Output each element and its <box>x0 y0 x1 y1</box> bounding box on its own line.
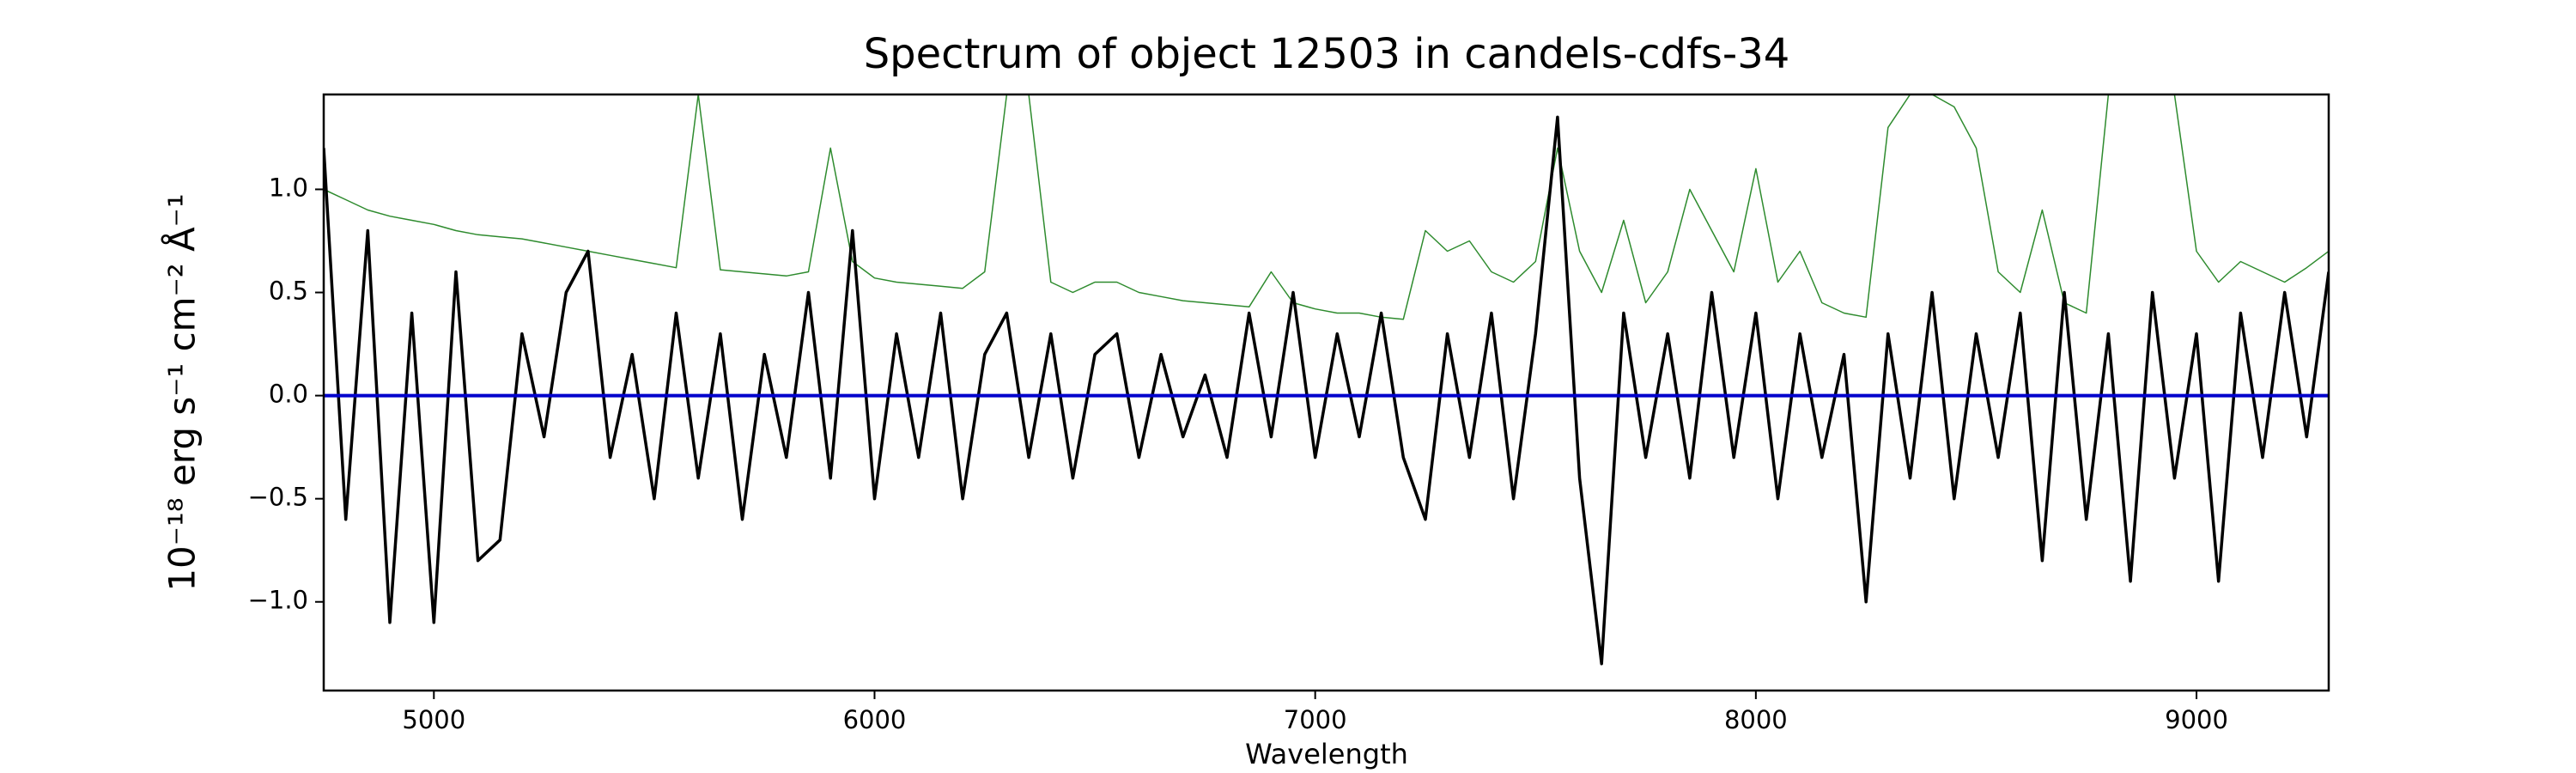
y-tick-label: −0.5 <box>248 483 308 512</box>
y-tick-label: 0.0 <box>269 380 308 409</box>
x-tick-label: 8000 <box>1724 705 1788 734</box>
x-tick-label: 5000 <box>402 705 465 734</box>
x-axis-label: Wavelength <box>1245 738 1408 770</box>
chart-title: Spectrum of object 12503 in candels-cdfs… <box>864 30 1790 78</box>
axes-frame <box>322 93 2330 692</box>
y-tick-label: 1.0 <box>269 173 308 202</box>
y-axis-label: 10⁻¹⁸ erg s⁻¹ cm⁻² Å⁻¹ <box>161 193 204 591</box>
x-tick-label: 9000 <box>2165 705 2228 734</box>
y-tick-label: 0.5 <box>269 277 308 306</box>
spectrum-line <box>324 115 2329 666</box>
y-tick-label: −1.0 <box>248 586 308 615</box>
x-tick-label: 7000 <box>1284 705 1347 734</box>
spectrum-line <box>324 94 2329 320</box>
plot-area <box>324 94 2329 666</box>
x-tick-label: 6000 <box>843 705 907 734</box>
